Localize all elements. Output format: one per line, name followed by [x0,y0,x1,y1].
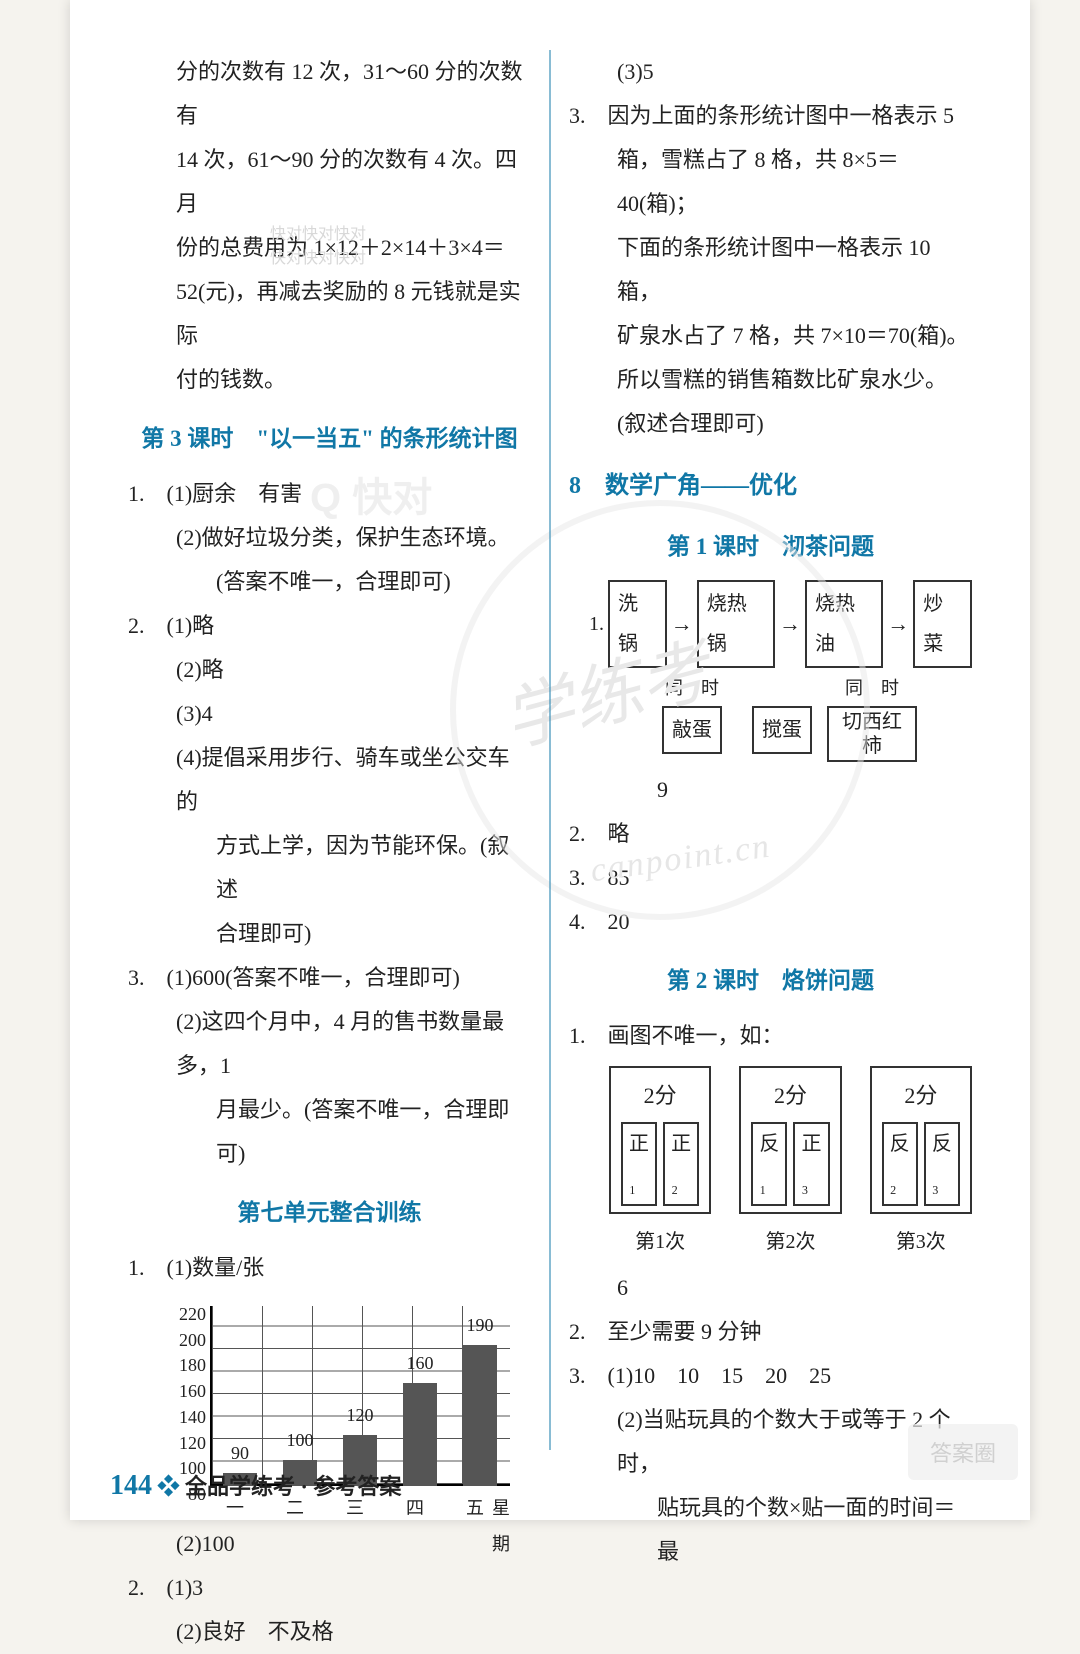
flow-box: 搅蛋 [752,706,812,754]
chart-bar-value: 190 [457,1307,503,1343]
pan-box: 2分 反₂ 反₃ [870,1066,972,1214]
r3d: 矿泉水占了 7 格，共 7×10＝70(箱)。 [569,314,972,358]
flow-box: 烧热油 [805,580,883,668]
pq3-2b: 贴玩具的个数×贴一面的时间＝最 [569,1486,972,1574]
pan-label: 第2次 [765,1222,815,1262]
chart-bar-value: 120 [337,1397,383,1433]
pq1: 1. 画图不唯一，如： [569,1014,972,1058]
pan-cell: 反₂ [882,1122,918,1206]
q1-2-note: (答案不唯一，合理即可) [128,560,531,604]
lesson8-2-heading: 第 2 课时 烙饼问题 [569,958,972,1004]
pq2: 2. 至少需要 9 分钟 [569,1310,972,1354]
pan-label: 第1次 [635,1222,685,1262]
chart-bar [463,1345,497,1486]
pq3-1: 3. (1)10 10 15 20 25 [569,1354,972,1398]
flow-box: 炒菜 [913,580,972,668]
chart-bar [403,1383,437,1486]
chart-xtitle: 星期 [492,1490,522,1562]
pan-box: 2分 反₁ 正₃ [739,1066,841,1214]
chart-ytick: 220 [166,1296,206,1332]
r3f: (叙述合理即可) [569,402,972,446]
rq3: 3. 85 [569,856,972,900]
q2-4a: (4)提倡采用步行、骑车或坐公交车的 [128,736,531,824]
page-number: 144 [110,1470,152,1501]
arrow-icon: → [779,602,801,646]
para-line: 52(元)，再减去奖励的 8 元钱就是实际 [128,270,531,358]
page-footer: 144 ❖ 全品学练考 · 参考答案 [110,1469,401,1502]
rq-9: 9 [569,768,972,812]
chart-q1: 1. (1)数量/张 [128,1246,531,1290]
rq2: 2. 略 [569,812,972,856]
chart-bar-value: 160 [397,1345,443,1381]
pan-label: 第3次 [896,1222,946,1262]
right-column: (3)5 3. 因为上面的条形统计图中一格表示 5 箱，雪糕占了 8 格，共 8… [551,50,990,1450]
chart-bar-value: 100 [277,1422,323,1458]
q1-1: 1. (1)厨余 有害 [128,472,531,516]
pan-box: 2分 正₁ 正₂ [609,1066,711,1214]
q2-3: (3)4 [128,692,531,736]
flow-box: 洗锅 [608,580,667,668]
r-top: (3)5 [569,50,972,94]
para-line: 付的钱数。 [128,358,531,402]
q2-1: 2. (1)略 [128,604,531,648]
q3-2a: (2)这四个月中，4 月的售书数量最多，1 [128,1000,531,1088]
r3e: 所以雪糕的销售箱数比矿泉水少。 [569,358,972,402]
column-divider [549,50,551,1450]
pan-cell: 反₃ [924,1122,960,1206]
flow-diagram: 1. 洗锅 → 烧热锅 → 烧热油 → 炒菜 同 时 敲蛋 [589,580,972,762]
para-line: 14 次，61～90 分的次数有 4 次。四月 [128,138,531,226]
columns: 分的次数有 12 次，31～60 分的次数有 14 次，61～90 分的次数有 … [110,50,990,1450]
pan-cell: 反₁ [751,1122,787,1206]
pan-cell: 正₁ [621,1122,657,1206]
r3a: 3. 因为上面的条形统计图中一格表示 5 [569,94,972,138]
left-column: 分的次数有 12 次，31～60 分的次数有 14 次，61～90 分的次数有 … [110,50,549,1450]
pan-cell: 正₂ [663,1122,699,1206]
corner-watermark: 答案圈 [908,1424,1018,1480]
q2-4c: 合理即可) [128,912,531,956]
page: 快对快对快对 快对快对快对 Q 快对 学练考 canpoint.cn 分的次数有… [70,0,1030,1520]
flow-box: 敲蛋 [662,706,722,754]
r3c: 下面的条形统计图中一格表示 10 箱， [569,226,972,314]
para-line: 份的总费用为 1×12＋2×14＋3×4＝ [128,226,531,270]
chart-bar-value: 90 [217,1435,263,1471]
q2-2: (2)略 [128,648,531,692]
chart-q2-2: (2)良好 不及格 [128,1610,531,1654]
footer-text: 全品学练考 · 参考答案 [185,1474,401,1499]
flow-box: 切西红柿 [827,706,917,762]
lesson8-1-heading: 第 1 课时 沏茶问题 [569,524,972,570]
q2-4b: 方式上学，因为节能环保。(叙述 [128,824,531,912]
unit8-heading: 8 数学广角——优化 [569,462,972,510]
flow-box: 烧热锅 [697,580,775,668]
arrow-icon: → [887,602,909,646]
footer-sep: ❖ [158,1474,180,1499]
chart-q1b: (2)100 [128,1522,531,1566]
para-line: 分的次数有 12 次，31～60 分的次数有 [128,50,531,138]
chart-q2-1: 2. (1)3 [128,1566,531,1610]
arrow-icon: → [671,602,693,646]
lesson-3-heading: 第 3 课时 "以一当五" 的条形统计图 [128,416,531,462]
r3b: 箱，雪糕占了 8 格，共 8×5＝40(箱)； [569,138,972,226]
unit7-heading: 第七单元整合训练 [128,1190,531,1236]
pan-cell: 正₃ [793,1122,829,1206]
q3-2b: 月最少。(答案不唯一，合理即可) [128,1088,531,1176]
q1-2: (2)做好垃圾分类，保护生态环境。 [128,516,531,560]
p-6: 6 [569,1266,972,1310]
rq4: 4. 20 [569,900,972,944]
pancake-diagram: 2分 正₁ 正₂ 第1次 2分 反₁ 正₃ [609,1066,972,1262]
q3-1: 3. (1)600(答案不唯一，合理即可) [128,956,531,1000]
